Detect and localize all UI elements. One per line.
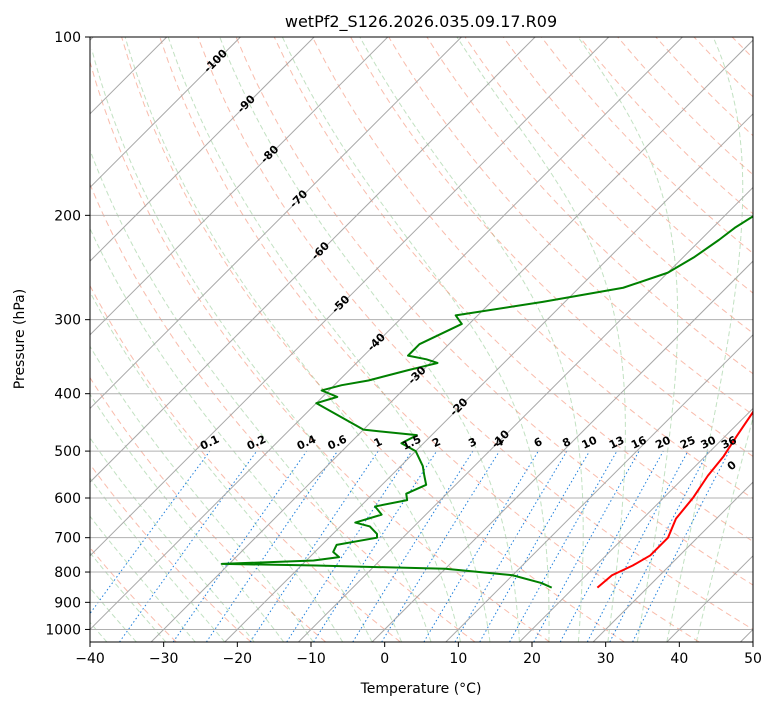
dry-adiabat xyxy=(90,463,252,642)
moist-adiabat xyxy=(90,587,137,642)
y-tick-label: 500 xyxy=(54,444,81,460)
x-axis-title: Temperature (°C) xyxy=(360,681,482,697)
moist-adiabat xyxy=(167,37,491,642)
mixing-ratio-line xyxy=(381,450,500,642)
chart-title: wetPf2_S126.2026.035.09.17.R09 xyxy=(285,12,557,32)
mixing-ratio-line xyxy=(119,450,258,642)
isotherm-line xyxy=(371,260,753,642)
mixing-ratio-line xyxy=(286,450,413,642)
isotherm-line xyxy=(90,37,389,336)
isotherm-line xyxy=(90,37,610,557)
x-tick-label: 0 xyxy=(380,651,389,667)
y-tick-label: 800 xyxy=(54,565,81,581)
isotherm-line xyxy=(90,37,462,410)
x-tick-label: −40 xyxy=(75,651,105,667)
dry-adiabats xyxy=(90,37,753,642)
mixing-ratio-line xyxy=(249,450,379,642)
isotherm-line xyxy=(90,37,241,189)
mixing-ratio-label: 30 xyxy=(699,433,719,451)
x-tick-label: −10 xyxy=(296,651,326,667)
moist-adiabat xyxy=(666,37,744,642)
isotherm-line xyxy=(224,113,753,642)
x-tick-label: −20 xyxy=(223,651,253,667)
dry-adiabat xyxy=(502,37,753,294)
mixing-ratio-line xyxy=(313,450,438,642)
temperature-profile-line xyxy=(596,409,753,589)
moist-adiabat xyxy=(219,37,520,642)
moist-adiabat xyxy=(90,148,403,642)
mixing-ratio-line xyxy=(533,450,640,642)
mixing-ratio-label: 20 xyxy=(653,433,673,451)
mixing-ratio-line xyxy=(172,450,308,642)
y-axis-title: Pressure (hPa) xyxy=(12,289,28,389)
y-tick-label: 700 xyxy=(54,531,81,547)
moist-adiabat xyxy=(90,291,344,642)
x-tick-label: 30 xyxy=(597,651,615,667)
moist-adiabat xyxy=(124,37,461,642)
mixing-ratio-line xyxy=(509,450,618,642)
series-lines xyxy=(220,215,753,589)
mixing-ratio-label: 25 xyxy=(678,434,697,452)
x-tick-label: 40 xyxy=(670,651,688,667)
mixing-ratio-label: 10 xyxy=(580,433,600,451)
y-tick-label: 900 xyxy=(54,595,81,611)
plot-frame xyxy=(89,36,754,643)
moist-adiabat xyxy=(695,415,753,642)
moist-adiabat xyxy=(359,37,584,642)
mixing-ratio-line xyxy=(559,450,664,642)
moist-adiabat xyxy=(90,477,226,642)
moist-adiabat xyxy=(456,37,626,642)
plot-area: -100-90-80-70-60-50-40-30-20-100.1 0.2 0.4… xyxy=(90,37,753,642)
moist-adiabat xyxy=(90,227,373,642)
y-tick-label: 300 xyxy=(54,313,81,329)
isotherm-line xyxy=(519,407,753,642)
x-tick-label: 10 xyxy=(449,651,467,667)
isotherm-line xyxy=(90,37,315,262)
mixing-ratio-label: 16 xyxy=(629,433,649,451)
isotherm-line xyxy=(592,481,753,642)
grid-lines xyxy=(90,37,753,642)
axis-ticks: −40 −30 −20 −10 0 10 20 30 40 50 100 200 300 400 500 60… xyxy=(45,30,762,667)
dewpoint-profile-line xyxy=(220,215,753,589)
dry-adiabat xyxy=(159,37,700,642)
mixing-ratio-label: 13 xyxy=(607,434,626,452)
isotherm-line xyxy=(90,37,536,483)
mixing-ratio-label: 36 xyxy=(719,433,739,451)
isotherm-line xyxy=(445,334,753,642)
mixing-ratio-line xyxy=(632,450,730,642)
dry-adiabat xyxy=(197,37,753,631)
isotherm-line xyxy=(90,37,683,631)
mixing-ratio-line xyxy=(90,450,211,615)
dry-adiabat xyxy=(311,37,753,500)
moist-adiabat xyxy=(577,37,679,642)
isotherm-line xyxy=(298,186,753,642)
x-tick-label: −30 xyxy=(149,651,179,667)
moist-adiabat xyxy=(90,515,196,642)
dry-adiabat xyxy=(273,37,753,543)
mixing-ratio-line xyxy=(205,450,338,642)
dry-adiabat xyxy=(90,60,551,642)
moist-adiabat xyxy=(91,49,432,642)
moist-adiabat xyxy=(90,437,255,642)
y-tick-label: 400 xyxy=(54,387,81,403)
x-tick-label: 50 xyxy=(744,651,762,667)
y-tick-label: 1000 xyxy=(45,622,81,638)
isotherm-line xyxy=(150,39,753,642)
x-tick-label: 20 xyxy=(523,651,541,667)
dry-adiabat xyxy=(235,37,753,586)
moist-adiabat xyxy=(281,37,550,642)
y-tick-label: 100 xyxy=(54,30,81,46)
y-tick-label: 200 xyxy=(54,208,81,224)
y-tick-label: 600 xyxy=(54,491,81,507)
moist-adiabat xyxy=(90,551,167,642)
mixing-ratio-lines xyxy=(90,450,730,642)
dry-adiabat xyxy=(90,376,326,642)
